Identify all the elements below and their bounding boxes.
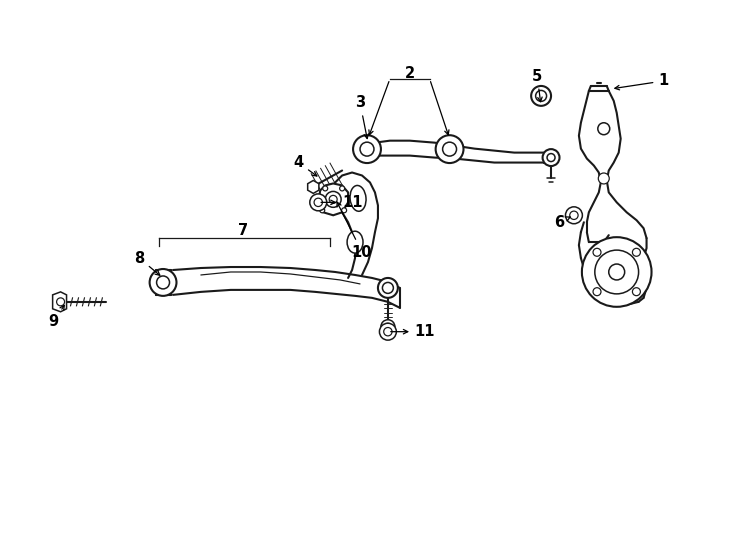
Circle shape	[341, 208, 346, 213]
Text: 11: 11	[321, 195, 363, 210]
Circle shape	[593, 288, 601, 296]
Circle shape	[593, 248, 601, 256]
Text: 2: 2	[404, 65, 415, 80]
Circle shape	[436, 135, 463, 163]
Circle shape	[582, 237, 652, 307]
Text: 1: 1	[615, 73, 669, 90]
Circle shape	[310, 194, 327, 211]
Text: 5: 5	[532, 69, 542, 102]
Circle shape	[542, 149, 559, 166]
Circle shape	[633, 248, 640, 256]
Circle shape	[323, 186, 327, 191]
Circle shape	[156, 276, 170, 289]
Circle shape	[150, 269, 176, 296]
Circle shape	[378, 278, 398, 298]
Circle shape	[570, 211, 578, 219]
Polygon shape	[53, 292, 67, 312]
Circle shape	[608, 264, 625, 280]
Circle shape	[597, 123, 610, 134]
Ellipse shape	[350, 185, 366, 211]
Circle shape	[565, 207, 582, 224]
Circle shape	[384, 327, 392, 336]
Circle shape	[382, 282, 393, 293]
Ellipse shape	[347, 231, 363, 253]
Circle shape	[385, 323, 391, 330]
Circle shape	[381, 320, 395, 334]
Circle shape	[536, 90, 547, 102]
Circle shape	[325, 191, 341, 207]
Circle shape	[329, 195, 337, 204]
Circle shape	[314, 198, 322, 206]
Circle shape	[598, 173, 609, 184]
Polygon shape	[319, 184, 348, 215]
Circle shape	[531, 86, 551, 106]
Text: 9: 9	[48, 305, 65, 329]
Text: 7: 7	[238, 222, 247, 238]
Circle shape	[320, 208, 324, 213]
Text: 11: 11	[390, 324, 435, 339]
Circle shape	[57, 298, 65, 306]
Text: 8: 8	[134, 251, 160, 275]
Circle shape	[360, 142, 374, 156]
Circle shape	[443, 142, 457, 156]
Circle shape	[379, 323, 396, 340]
Text: 6: 6	[554, 215, 570, 230]
Circle shape	[547, 153, 555, 161]
Polygon shape	[308, 180, 319, 193]
Text: 10: 10	[337, 202, 372, 260]
Circle shape	[633, 288, 640, 296]
Circle shape	[353, 135, 381, 163]
Circle shape	[340, 186, 345, 191]
Text: 3: 3	[355, 96, 368, 139]
Text: 4: 4	[294, 155, 317, 176]
Circle shape	[595, 250, 639, 294]
